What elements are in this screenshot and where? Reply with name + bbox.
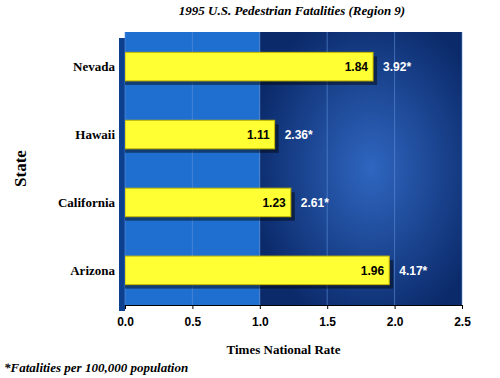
rate-labels: 3.92* 2.36* 2.61* 4.17* (285, 60, 428, 278)
x-tick-mark (395, 305, 396, 309)
grid (125, 32, 462, 305)
wall-side (119, 38, 125, 311)
x-axis-line (126, 306, 463, 310)
y-tick-label: Hawaii (75, 127, 115, 142)
y-tick: Nevada (73, 59, 125, 74)
x-tick-mark (327, 305, 328, 309)
bars (125, 52, 393, 288)
y-tick-label: Nevada (73, 59, 115, 74)
data-labels: 1.84 1.11 1.23 1.96 (247, 60, 385, 278)
y-tick: Arizona (70, 263, 125, 278)
x-tick: 0.5 (185, 305, 202, 329)
x-axis: 0.0 0.5 1.0 1.5 2.0 2.5 (117, 305, 471, 329)
x-tick-mark (192, 305, 193, 309)
grid-line (462, 32, 463, 305)
x-tick-label: 1.0 (252, 315, 269, 329)
x-tick: 0.0 (117, 305, 134, 329)
plot: 1.841.111.231.963.92*2.36*2.61*4.17*0.00… (58, 32, 471, 329)
x-axis-title: Times National Rate (227, 342, 341, 357)
data-label: 1.84 (345, 60, 369, 74)
x-tick: 1.0 (252, 305, 269, 329)
x-tick-mark (260, 305, 261, 309)
rate-label: 4.17* (399, 264, 427, 278)
y-tick-label: California (58, 195, 116, 210)
bar (125, 52, 373, 81)
x-tick-mark (462, 305, 463, 309)
title: 1995 U.S. Pedestrian Fatalities (Region … (179, 3, 405, 18)
x-tick: 2.5 (454, 305, 471, 329)
x-tick: 2.0 (387, 305, 404, 329)
x-tick-label: 0.5 (185, 315, 202, 329)
data-label: 1.96 (361, 264, 385, 278)
x-tick-mark (125, 305, 126, 309)
rate-label: 3.92* (383, 60, 411, 74)
x-tick-label: 2.0 (387, 315, 404, 329)
bar (125, 120, 275, 149)
y-tick: California (58, 195, 125, 210)
footnote: *Fatalities per 100,000 population (4, 360, 188, 375)
x-tick: 1.5 (319, 305, 336, 329)
bar (125, 188, 291, 217)
rate-label: 2.36* (285, 128, 313, 142)
x-tick-label: 2.5 (454, 315, 471, 329)
data-label: 1.11 (247, 128, 270, 142)
y-axis-title: State (11, 150, 30, 187)
bar (125, 256, 389, 285)
y-axis: Nevada Hawaii California Arizona (58, 59, 125, 278)
rate-label: 2.61* (301, 196, 329, 210)
y-tick-label: Arizona (70, 263, 115, 278)
x-tick-label: 0.0 (117, 315, 134, 329)
x-tick-label: 1.5 (319, 315, 336, 329)
data-label: 1.23 (262, 196, 286, 210)
chart: 1.841.111.231.963.92*2.36*2.61*4.17*0.00… (0, 0, 500, 378)
y-tick: Hawaii (75, 127, 125, 142)
